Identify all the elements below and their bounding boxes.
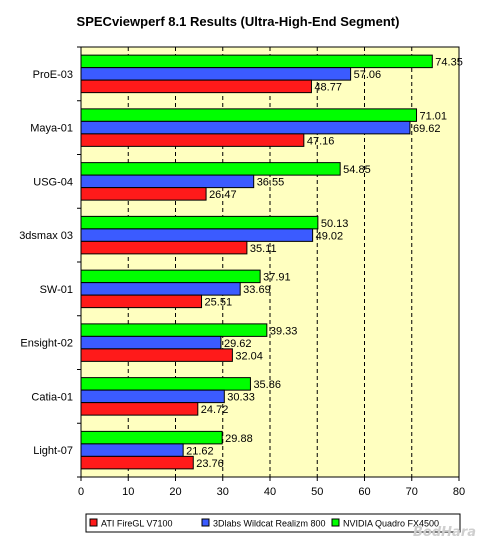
data-label-catia-01-nvidia-quadro-fx4500: 35.86	[253, 379, 281, 391]
category-label-sw-01: SW-01	[40, 284, 73, 296]
chart-title: SPECviewperf 8.1 Results (Ultra-High-End…	[77, 14, 400, 29]
x-tick-label-50: 50	[311, 486, 323, 498]
bar-maya-01-ati-firegl-v7100	[80, 133, 305, 147]
data-label-maya-01-nvidia-quadro-fx4500: 71.01	[420, 110, 448, 122]
data-label-sw-01-ati-firegl-v7100: 25.51	[205, 297, 233, 309]
data-label-usg-04-nvidia-quadro-fx4500: 54.85	[343, 164, 371, 176]
bar-catia-01-nvidia-quadro-fx4500	[80, 377, 251, 391]
category-label-maya-01: Maya-01	[30, 123, 73, 135]
x-tick-label-70: 70	[406, 486, 418, 498]
bar-sw-01-nvidia-quadro-fx4500	[80, 269, 261, 284]
data-label-ensight-02-nvidia-quadro-fx4500: 39.33	[270, 325, 298, 337]
data-label-light-07-3dlabs-wildcat-realizm-800: 21.62	[186, 445, 214, 457]
bar-usg-04-ati-firegl-v7100	[80, 187, 207, 201]
data-label-ensight-02-3dlabs-wildcat-realizm-800: 29.62	[224, 338, 252, 350]
data-label-catia-01-3dlabs-wildcat-realizm-800: 30.33	[227, 392, 255, 404]
data-label-3dsmax-03-nvidia-quadro-fx4500: 50.13	[321, 218, 349, 230]
bar-proe-03-nvidia-quadro-fx4500	[80, 54, 433, 69]
bar-catia-01-3dlabs-wildcat-realizm-800	[80, 389, 225, 404]
bar-proe-03-ati-firegl-v7100	[80, 79, 312, 94]
x-tick-label-60: 60	[358, 486, 370, 498]
x-tick-label-10: 10	[122, 486, 134, 498]
data-label-maya-01-ati-firegl-v7100: 47.16	[307, 135, 335, 147]
bar-sw-01-ati-firegl-v7100	[80, 294, 203, 309]
bar-ensight-02-3dlabs-wildcat-realizm-800	[80, 335, 222, 350]
bar-catia-01-ati-firegl-v7100	[80, 402, 199, 416]
data-label-ensight-02-ati-firegl-v7100: 32.04	[235, 350, 263, 362]
watermark: BodHara	[413, 525, 476, 540]
legend-box	[85, 513, 461, 533]
data-label-catia-01-ati-firegl-v7100: 24.72	[201, 404, 229, 416]
data-label-3dsmax-03-3dlabs-wildcat-realizm-800: 49.02	[316, 230, 344, 242]
bar-maya-01-3dlabs-wildcat-realizm-800	[80, 120, 411, 135]
data-label-sw-01-nvidia-quadro-fx4500: 37.91	[263, 272, 291, 284]
data-label-light-07-nvidia-quadro-fx4500: 29.88	[225, 433, 253, 445]
x-tick-label-40: 40	[264, 486, 276, 498]
data-label-sw-01-3dlabs-wildcat-realizm-800: 33.69	[243, 284, 271, 296]
bar-sw-01-3dlabs-wildcat-realizm-800	[80, 282, 241, 296]
legend-label-nvidia-quadro-fx4500: NVIDIA Quadro FX4500	[343, 519, 439, 529]
bar-ensight-02-nvidia-quadro-fx4500	[80, 323, 268, 337]
legend-label-3dlabs-wildcat-realizm-800: 3Dlabs Wildcat Realizm 800	[213, 519, 326, 529]
category-label-catia-01: Catia-01	[31, 391, 73, 403]
x-tick-label-80: 80	[453, 486, 465, 498]
category-label-proe-03: ProE-03	[33, 69, 73, 81]
bar-usg-04-nvidia-quadro-fx4500	[80, 162, 341, 176]
category-label-usg-04: USG-04	[33, 176, 73, 188]
data-label-3dsmax-03-ati-firegl-v7100: 35.11	[250, 243, 277, 255]
legend-label-ati-firegl-v7100: ATI FireGL V7100	[101, 519, 173, 529]
bar-ensight-02-ati-firegl-v7100	[80, 348, 233, 362]
category-label-ensight-02: Ensight-02	[20, 338, 73, 350]
data-label-usg-04-ati-firegl-v7100: 26.47	[209, 189, 237, 201]
axes: 0 10 20 30 40 50 60 70 80 ProE-03 Maya-01 USG-04 3ds…	[19, 46, 465, 498]
x-tick-label-0: 0	[78, 486, 84, 498]
data-label-light-07-ati-firegl-v7100: 23.76	[196, 458, 224, 470]
bar-light-07-3dlabs-wildcat-realizm-800	[80, 443, 184, 457]
legend: ATI FireGL V7100 3Dlabs Wildcat Realizm 8…	[85, 513, 461, 533]
data-label-proe-03-ati-firegl-v7100: 48.77	[314, 82, 342, 94]
data-label-proe-03-3dlabs-wildcat-realizm-800: 57.06	[354, 69, 382, 81]
x-tick-label-30: 30	[217, 486, 229, 498]
bar-proe-03-3dlabs-wildcat-realizm-800	[80, 67, 352, 81]
category-label-light-07: Light-07	[33, 445, 73, 457]
bar-usg-04-3dlabs-wildcat-realizm-800	[80, 174, 255, 189]
bar-maya-01-nvidia-quadro-fx4500	[80, 108, 418, 122]
bar-3dsmax-03-3dlabs-wildcat-realizm-800	[80, 228, 314, 242]
category-label-3dsmax-03: 3dsmax 03	[19, 230, 73, 242]
x-tick-label-20: 20	[169, 486, 181, 498]
legend-swatch-nvidia-quadro-fx4500	[331, 518, 340, 527]
data-label-usg-04-3dlabs-wildcat-realizm-800: 36.55	[257, 177, 285, 189]
bar-3dsmax-03-ati-firegl-v7100	[80, 240, 248, 255]
legend-swatch-3dlabs-wildcat-realizm-800	[201, 518, 210, 527]
data-label-proe-03-nvidia-quadro-fx4500: 74.35	[435, 57, 463, 69]
bar-light-07-ati-firegl-v7100	[80, 455, 194, 470]
data-label-maya-01-3dlabs-wildcat-realizm-800: 69.62	[413, 123, 441, 135]
bar-light-07-nvidia-quadro-fx4500	[80, 430, 223, 445]
legend-swatch-ati-firegl-v7100	[89, 518, 98, 527]
bar-3dsmax-03-nvidia-quadro-fx4500	[80, 215, 319, 230]
